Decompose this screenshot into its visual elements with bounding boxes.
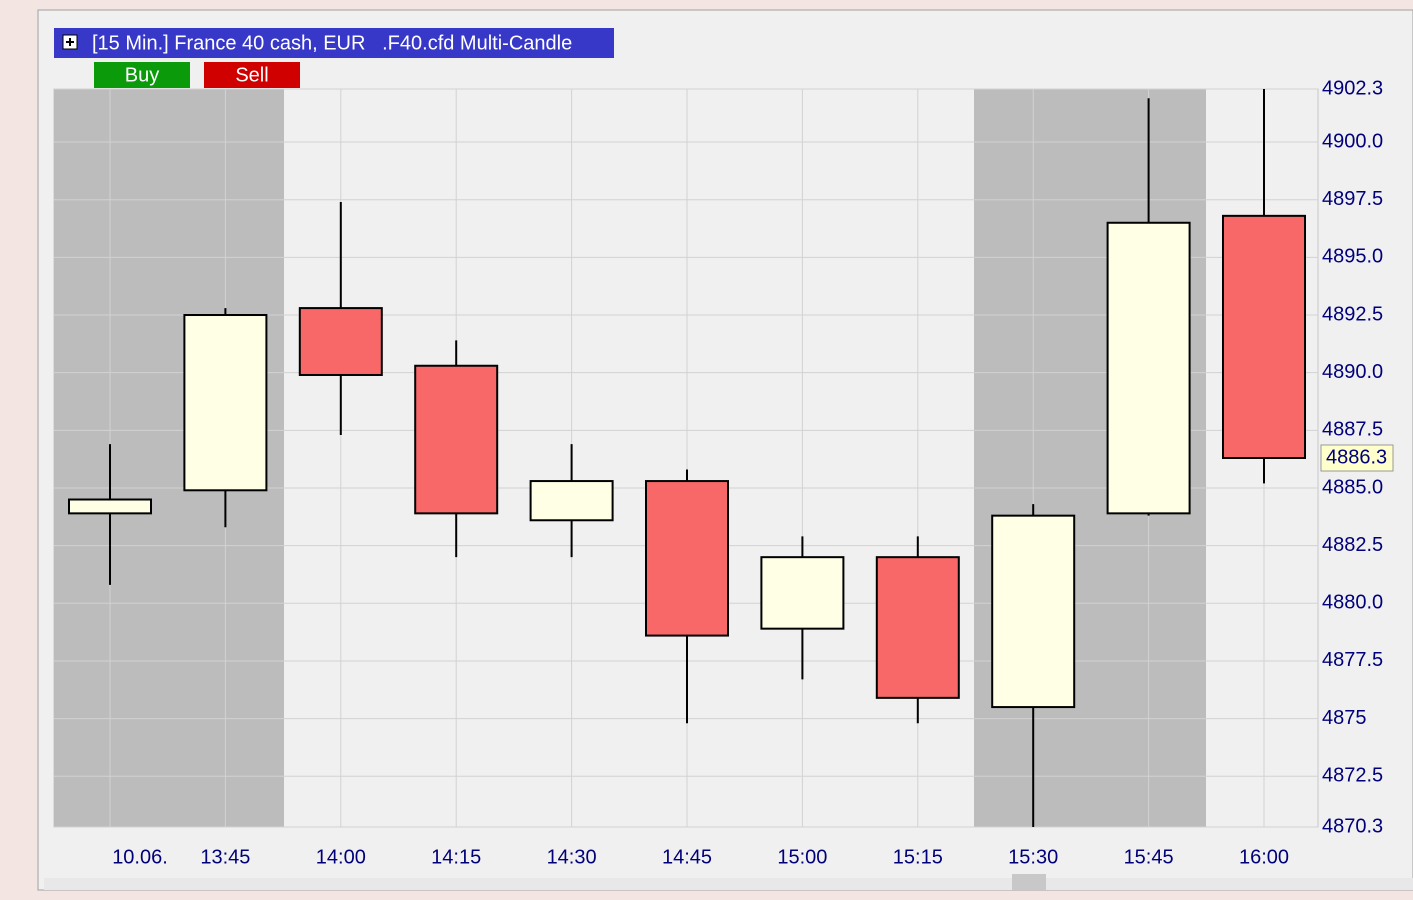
last-price-label: 4886.3 — [1326, 446, 1387, 468]
y-tick-label: 4890.0 — [1322, 361, 1383, 383]
candle-body — [414, 364, 499, 515]
y-tick-label: 4900.0 — [1322, 130, 1383, 152]
title-bar — [54, 28, 614, 58]
y-tick-label: 4882.5 — [1322, 534, 1383, 556]
y-tick-label: 4877.5 — [1322, 649, 1383, 671]
buy-button[interactable] — [94, 62, 190, 88]
labels: 4870.3 4872.5 4875 4877.5 4880.0 4882.5 4885.0… — [112, 77, 1394, 868]
candle-body — [645, 480, 729, 637]
candle-body — [760, 556, 845, 630]
sell-button[interactable] — [204, 62, 300, 88]
candle-body — [298, 307, 383, 376]
x-tick-label: 13:45 — [200, 846, 250, 868]
candle-body — [183, 314, 268, 492]
x-tick-label: 16:00 — [1239, 846, 1289, 868]
y-tick-label: 4887.5 — [1322, 419, 1383, 441]
y-tick-label: 4897.5 — [1322, 188, 1383, 210]
y-tick-label: 4885.0 — [1322, 476, 1383, 498]
x-tick-label: 14:45 — [662, 846, 712, 868]
candle-body — [529, 480, 614, 522]
y-tick-label: 4880.0 — [1322, 592, 1383, 614]
y-tick-label: 4875 — [1322, 707, 1367, 729]
x-tick-label: 15:00 — [777, 846, 827, 868]
scrollbar[interactable] — [44, 878, 1413, 890]
scroll-thumb[interactable] — [1012, 874, 1046, 890]
x-tick-label: 15:15 — [893, 846, 943, 868]
y-tick-label: 4892.5 — [1322, 303, 1383, 325]
y-tick-label: 4870.3 — [1322, 815, 1383, 837]
y-tick-label: 4872.5 — [1322, 765, 1383, 787]
sell-label: Sell — [235, 64, 268, 86]
x-tick-label: 15:30 — [1008, 846, 1058, 868]
x-tick-label: 14:30 — [547, 846, 597, 868]
x-tick-label: 14:00 — [316, 846, 366, 868]
date-label: 10.06. — [112, 846, 168, 868]
chart-title: [15 Min.] France 40 cash, EUR .F40.cfd M… — [92, 32, 572, 54]
candles — [68, 89, 1306, 827]
y-tick-label: 4895.0 — [1322, 246, 1383, 268]
candle-body — [1106, 221, 1191, 515]
buy-label: Buy — [125, 64, 159, 86]
x-tick-label: 14:15 — [431, 846, 481, 868]
candle-body — [991, 514, 1076, 709]
candle-body — [875, 556, 960, 699]
candle-body — [68, 498, 152, 515]
last-price-box — [1320, 444, 1394, 472]
candle-body — [1222, 214, 1306, 459]
x-tick-label: 15:45 — [1124, 846, 1174, 868]
y-tick-label: 4902.3 — [1322, 77, 1383, 99]
